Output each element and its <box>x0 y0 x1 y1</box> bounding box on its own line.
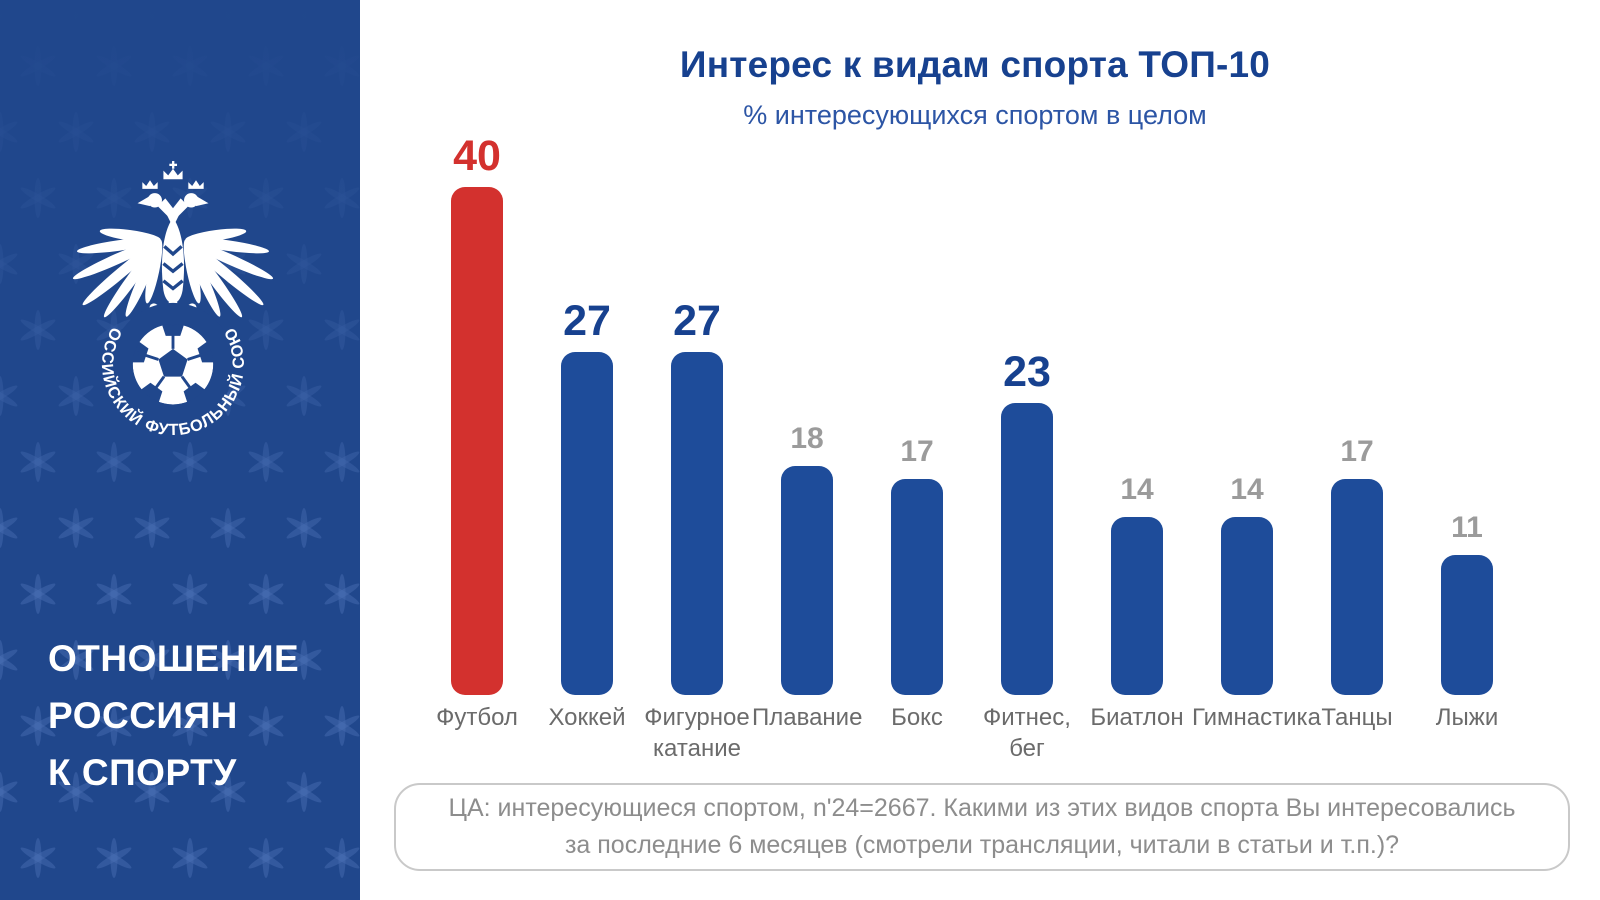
bar <box>1111 517 1163 695</box>
category-label: Хоккей <box>548 704 626 731</box>
bar-column: 14 <box>1082 473 1192 695</box>
eagle-heads <box>137 193 209 224</box>
chart-categories: Футбол Хоккей Фигурное катание Плавание Бокс… <box>422 702 1522 764</box>
bar-value-label: 27 <box>563 297 611 346</box>
eagle-wing <box>72 228 163 318</box>
bar-column: 17 <box>1302 435 1412 695</box>
bar-column: 11 <box>1412 511 1522 695</box>
eagle-feather-chevrons <box>162 245 184 291</box>
bar-value-label: 23 <box>1003 347 1051 396</box>
bar <box>1001 402 1053 695</box>
bar <box>891 479 943 695</box>
sidebar: РОССИЙСКИЙ ФУТБОЛЬНЫЙ СОЮЗ ОТНОШЕНИЕ РОС… <box>0 0 360 900</box>
footer-note-box: ЦА: интересующиеся спортом, n'24=2667. К… <box>394 783 1570 871</box>
bar-value-label: 40 <box>453 132 501 180</box>
category-label: Гимнастика <box>1192 704 1321 731</box>
bar <box>781 466 833 695</box>
category-label: Фигурное катание <box>644 704 750 762</box>
bar <box>671 352 723 695</box>
bar-column: 27 <box>642 298 752 695</box>
bar-column: 40 <box>422 133 532 695</box>
bar <box>1221 517 1273 695</box>
sidebar-title-line-1: ОТНОШЕНИЕ <box>48 638 300 679</box>
bar-value-label: 17 <box>1340 435 1374 469</box>
bar-value-label: 18 <box>790 422 824 456</box>
bar <box>1441 555 1493 695</box>
bar-value-label: 27 <box>673 297 721 346</box>
sidebar-gradient-overlay <box>0 0 360 900</box>
bar-column: 27 <box>532 298 642 695</box>
sidebar-title: ОТНОШЕНИЕ РОССИЯН К СПОРТУ <box>48 630 299 801</box>
category-label: Фитнес, бег <box>983 704 1071 762</box>
sidebar-title-line-2: РОССИЯН <box>48 695 238 736</box>
crown-icon <box>142 161 204 189</box>
category-label: Плавание <box>752 704 863 731</box>
chart-bars: 40 27 27 18 17 23 14 14 17 11 <box>422 133 1522 695</box>
eagle-body <box>161 217 185 304</box>
football-icon <box>111 302 235 426</box>
bar-column: 14 <box>1192 473 1302 695</box>
bar-column: 23 <box>972 349 1082 695</box>
bar <box>561 352 613 695</box>
bar-value-label: 14 <box>1230 473 1264 507</box>
bar <box>1331 479 1383 695</box>
category-label: Бокс <box>891 704 943 731</box>
bar-column: 17 <box>862 435 972 695</box>
bar-value-label: 11 <box>1451 511 1483 545</box>
bar-column: 18 <box>752 422 862 695</box>
category-label: Футбол <box>436 704 518 731</box>
footer-note-line-1: ЦА: интересующиеся спортом, n'24=2667. К… <box>448 794 1516 822</box>
bar <box>451 187 503 695</box>
russian-football-union-logo: РОССИЙСКИЙ ФУТБОЛЬНЫЙ СОЮЗ <box>58 158 276 439</box>
sidebar-title-line-3: К СПОРТУ <box>48 752 237 793</box>
chart-subtitle: % интересующихся спортом в целом <box>743 100 1207 130</box>
bar-value-label: 17 <box>900 435 934 469</box>
category-label: Биатлон <box>1090 704 1184 731</box>
footer-note-line-2: за последние 6 месяцев (смотрели трансля… <box>564 831 1400 859</box>
category-label: Лыжи <box>1435 704 1499 731</box>
category-label: Танцы <box>1321 704 1393 731</box>
chart-title: Интерес к видам спорта ТОП-10 <box>679 44 1271 85</box>
bar-value-label: 14 <box>1120 473 1154 507</box>
